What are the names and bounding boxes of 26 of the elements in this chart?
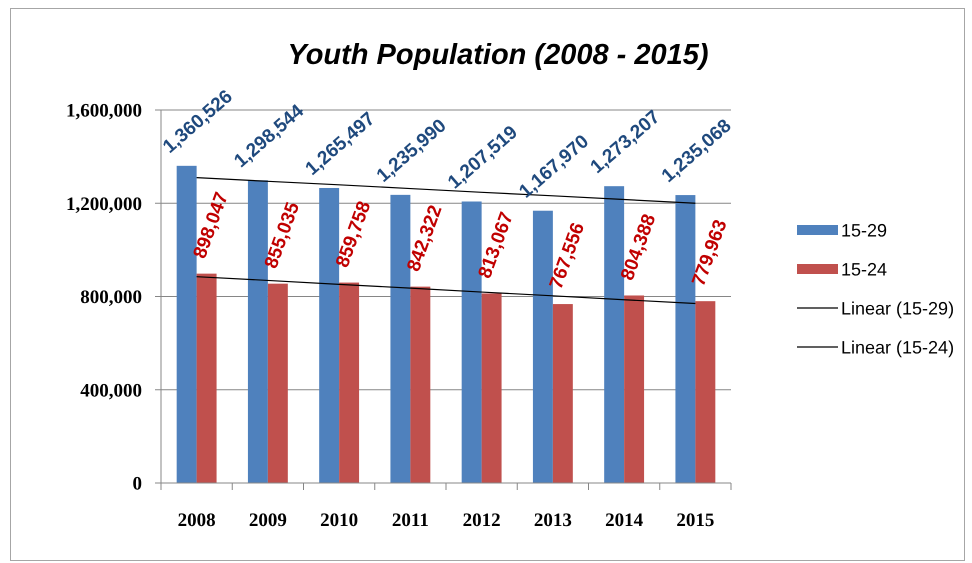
chart-title: Youth Population (2008 - 2015) xyxy=(287,39,709,71)
bar xyxy=(482,293,502,483)
bar xyxy=(196,274,217,483)
legend-label: Linear (15-29) xyxy=(841,298,954,318)
x-tick-label: 2013 xyxy=(534,510,572,531)
bar xyxy=(339,282,360,483)
x-tick-label: 2015 xyxy=(676,510,714,531)
bar xyxy=(268,284,288,483)
y-tick-label: 1,600,000 xyxy=(66,100,142,122)
x-tick-label: 2012 xyxy=(462,510,501,531)
y-tick-label: 0 xyxy=(132,474,142,495)
legend-label: Linear (15-24) xyxy=(841,337,954,358)
y-tick-label: 1,200,000 xyxy=(66,194,142,215)
bar xyxy=(695,301,716,483)
bar xyxy=(552,304,573,483)
legend-label: 15-29 xyxy=(841,220,888,240)
bar xyxy=(410,286,430,483)
x-tick-label: 2011 xyxy=(392,510,429,531)
y-tick-label: 400,000 xyxy=(80,380,142,402)
x-tick-label: 2010 xyxy=(320,510,358,531)
x-tick-label: 2014 xyxy=(605,510,644,531)
x-tick-label: 2009 xyxy=(248,510,287,531)
legend-label: 15-24 xyxy=(841,259,888,280)
bar xyxy=(624,295,644,483)
x-tick-label: 2008 xyxy=(178,510,216,531)
y-tick-label: 800,000 xyxy=(80,287,142,308)
